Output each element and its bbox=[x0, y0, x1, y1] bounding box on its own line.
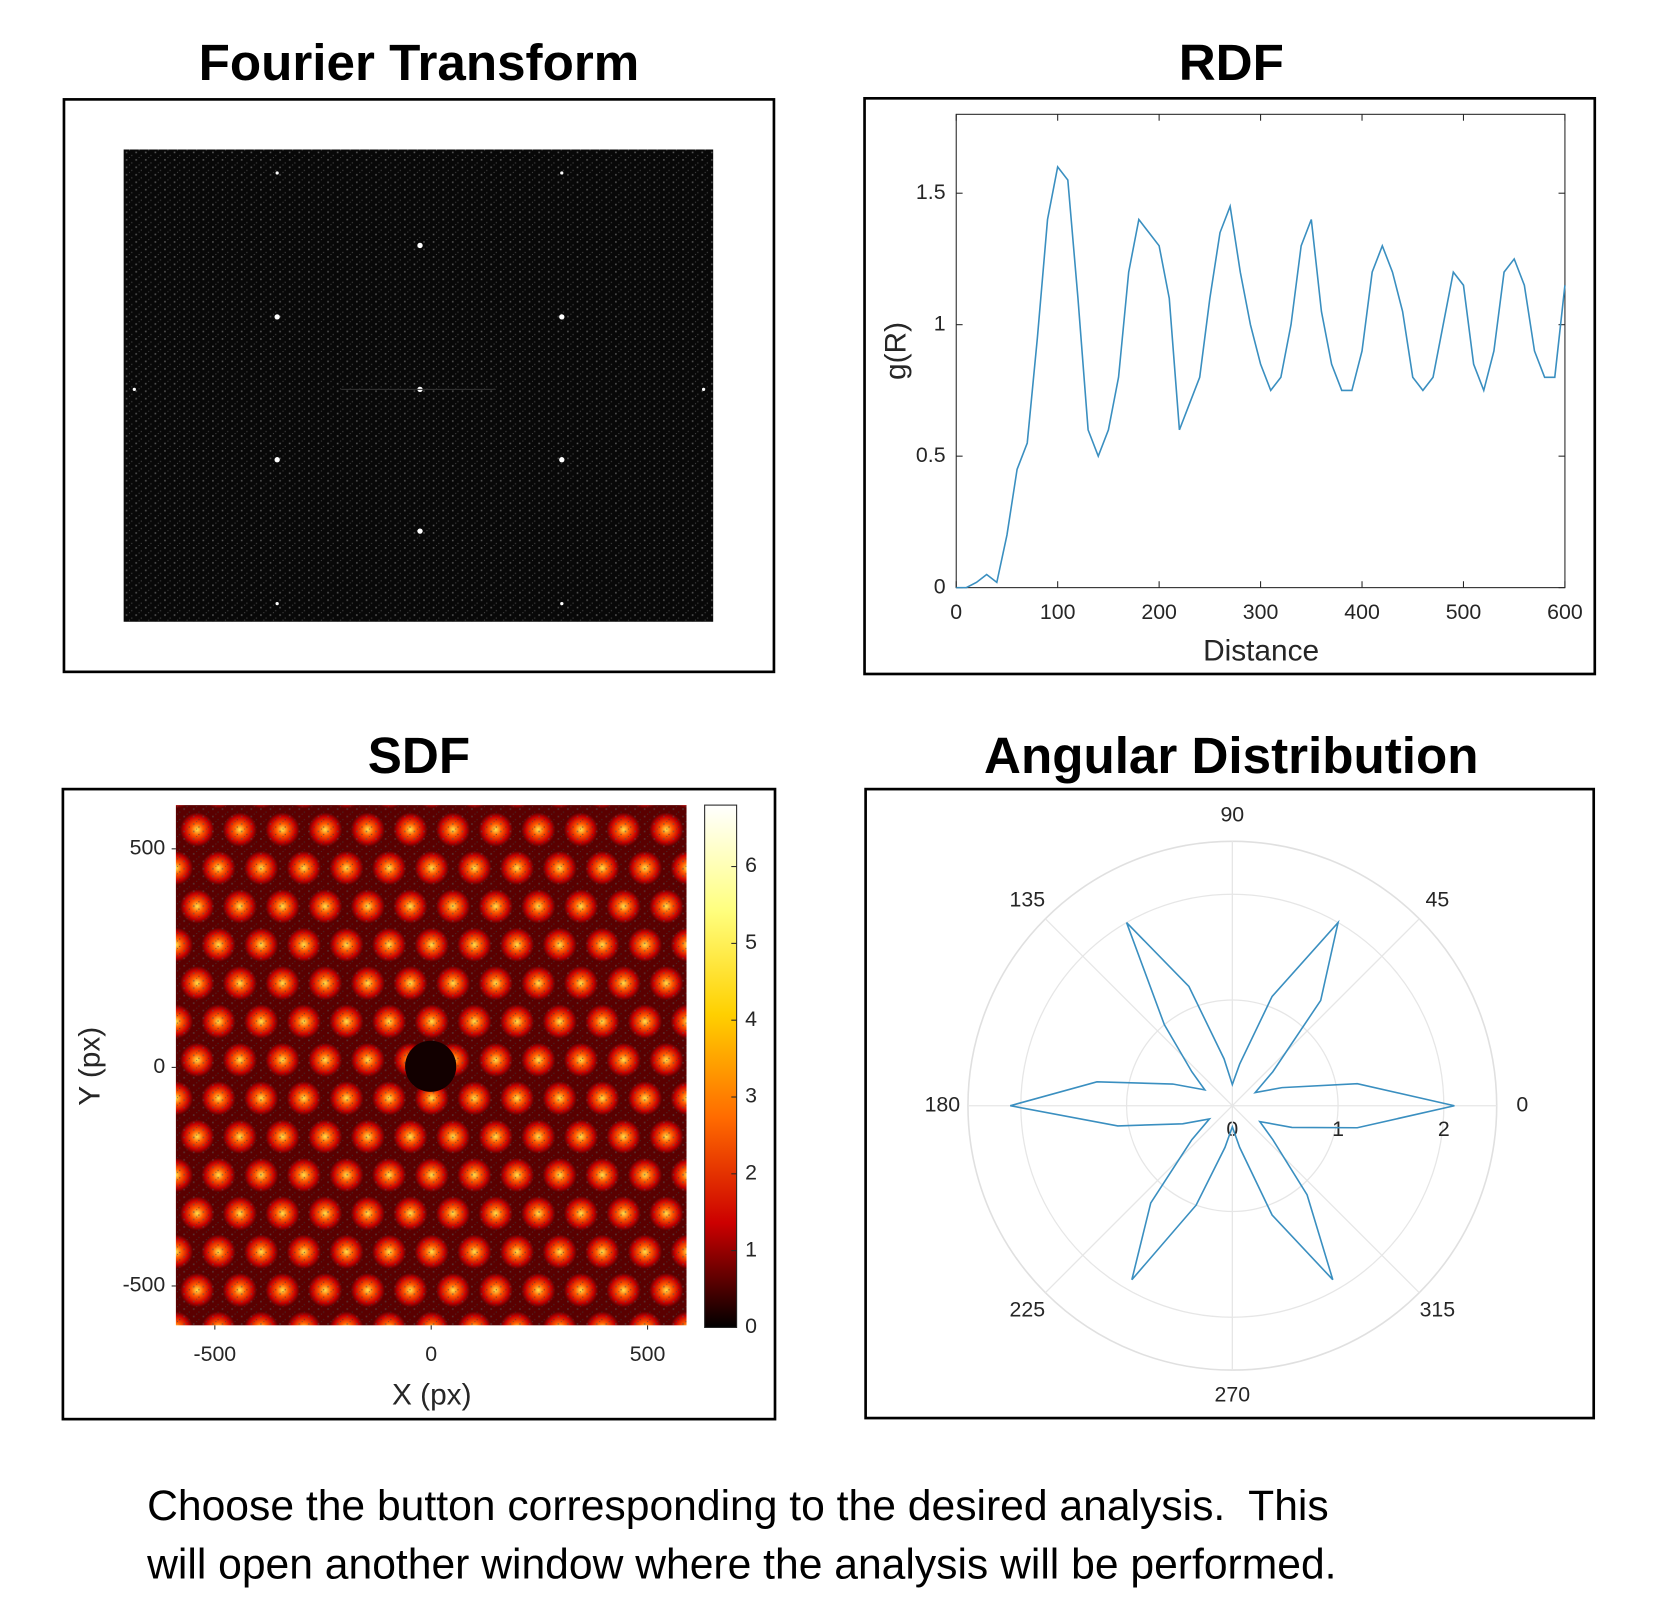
colorbar-tick-label: 5 bbox=[745, 930, 757, 954]
colorbar-tick-label: 3 bbox=[745, 1084, 757, 1108]
colorbar-tick-label: 2 bbox=[745, 1160, 757, 1184]
x-tick-label: 100 bbox=[1040, 600, 1076, 624]
angular-panel[interactable]: Angular Distribution 0 1 20459013518022527… bbox=[864, 727, 1596, 1420]
colorbar-tick-label: 4 bbox=[745, 1007, 757, 1031]
y-tick-label: 0 bbox=[934, 574, 946, 598]
fft-peaks bbox=[132, 171, 706, 606]
fourier-panel[interactable]: Fourier Transform bbox=[62, 34, 776, 674]
rdf-panel[interactable]: RDF Distance g(R) 0 100 200 300 400 500 600 0 0.… bbox=[863, 34, 1597, 676]
y-tick-label: -500 bbox=[123, 1273, 166, 1297]
polar-grid-spoke bbox=[1044, 918, 1233, 1107]
sdf-center-hole bbox=[405, 1040, 457, 1092]
x-tick-label: -500 bbox=[194, 1342, 237, 1366]
x-axis-label: X (px) bbox=[392, 1379, 472, 1412]
colorbar-tick-label: 0 bbox=[745, 1314, 757, 1338]
x-axis-label: Distance bbox=[1203, 635, 1319, 668]
y-tick-label: 0 bbox=[153, 1054, 165, 1078]
x-tick-label: 0 bbox=[950, 600, 962, 624]
y-axis-label: g(R) bbox=[879, 322, 912, 380]
x-tick-label: 200 bbox=[1141, 600, 1177, 624]
rdf-line bbox=[956, 165, 1566, 589]
x-tick-label: 400 bbox=[1344, 600, 1380, 624]
y-tick-label: 0.5 bbox=[916, 443, 946, 467]
theta-tick-label: 270 bbox=[1215, 1382, 1251, 1406]
x-tick-label: 500 bbox=[630, 1342, 666, 1366]
polar-grid-spoke bbox=[1231, 918, 1420, 1107]
x-tick-label: 300 bbox=[1243, 600, 1279, 624]
instruction-line: Choose the button corresponding to the d… bbox=[147, 1482, 1329, 1530]
r-tick-label: 1 bbox=[1332, 1117, 1344, 1141]
x-tick-label: 0 bbox=[425, 1342, 437, 1366]
theta-tick-label: 180 bbox=[925, 1092, 961, 1116]
theta-tick-label: 225 bbox=[1010, 1297, 1046, 1321]
theta-tick-label: 0 bbox=[1516, 1092, 1528, 1116]
instruction-line: will open another window where the analy… bbox=[146, 1541, 1336, 1589]
colorbar bbox=[704, 804, 738, 1328]
panel-title: RDF bbox=[1179, 34, 1284, 91]
y-axis-label: Y (px) bbox=[74, 1027, 107, 1106]
polar-grid-spoke bbox=[1044, 1105, 1233, 1294]
x-tick-label: 500 bbox=[1446, 600, 1482, 624]
r-tick-label: 2 bbox=[1438, 1117, 1450, 1141]
colorbar-tick-label: 6 bbox=[745, 853, 757, 877]
panel-title: Fourier Transform bbox=[199, 34, 640, 91]
theta-tick-label: 315 bbox=[1420, 1297, 1456, 1321]
y-tick-label: 1 bbox=[934, 311, 946, 335]
theta-tick-label: 90 bbox=[1220, 802, 1244, 826]
fft-noise bbox=[123, 149, 714, 622]
sdf-panel[interactable]: SDF X (px) Y (px) -500 0 500 -500 0 500 0 1 2 3 4 5… bbox=[61, 727, 777, 1421]
panel-title: Angular Distribution bbox=[984, 727, 1478, 784]
theta-tick-label: 135 bbox=[1010, 887, 1046, 911]
plot-area bbox=[955, 113, 1566, 589]
y-tick-label: 1.5 bbox=[916, 180, 946, 204]
colorbar-tick-label: 1 bbox=[745, 1237, 757, 1261]
x-tick-label: 600 bbox=[1547, 600, 1583, 624]
polar-grid-spoke bbox=[1231, 1105, 1420, 1294]
angular-line bbox=[1010, 919, 1455, 1281]
panel-title: SDF bbox=[368, 727, 470, 784]
y-tick-label: 500 bbox=[130, 835, 166, 859]
theta-tick-label: 45 bbox=[1425, 887, 1449, 911]
